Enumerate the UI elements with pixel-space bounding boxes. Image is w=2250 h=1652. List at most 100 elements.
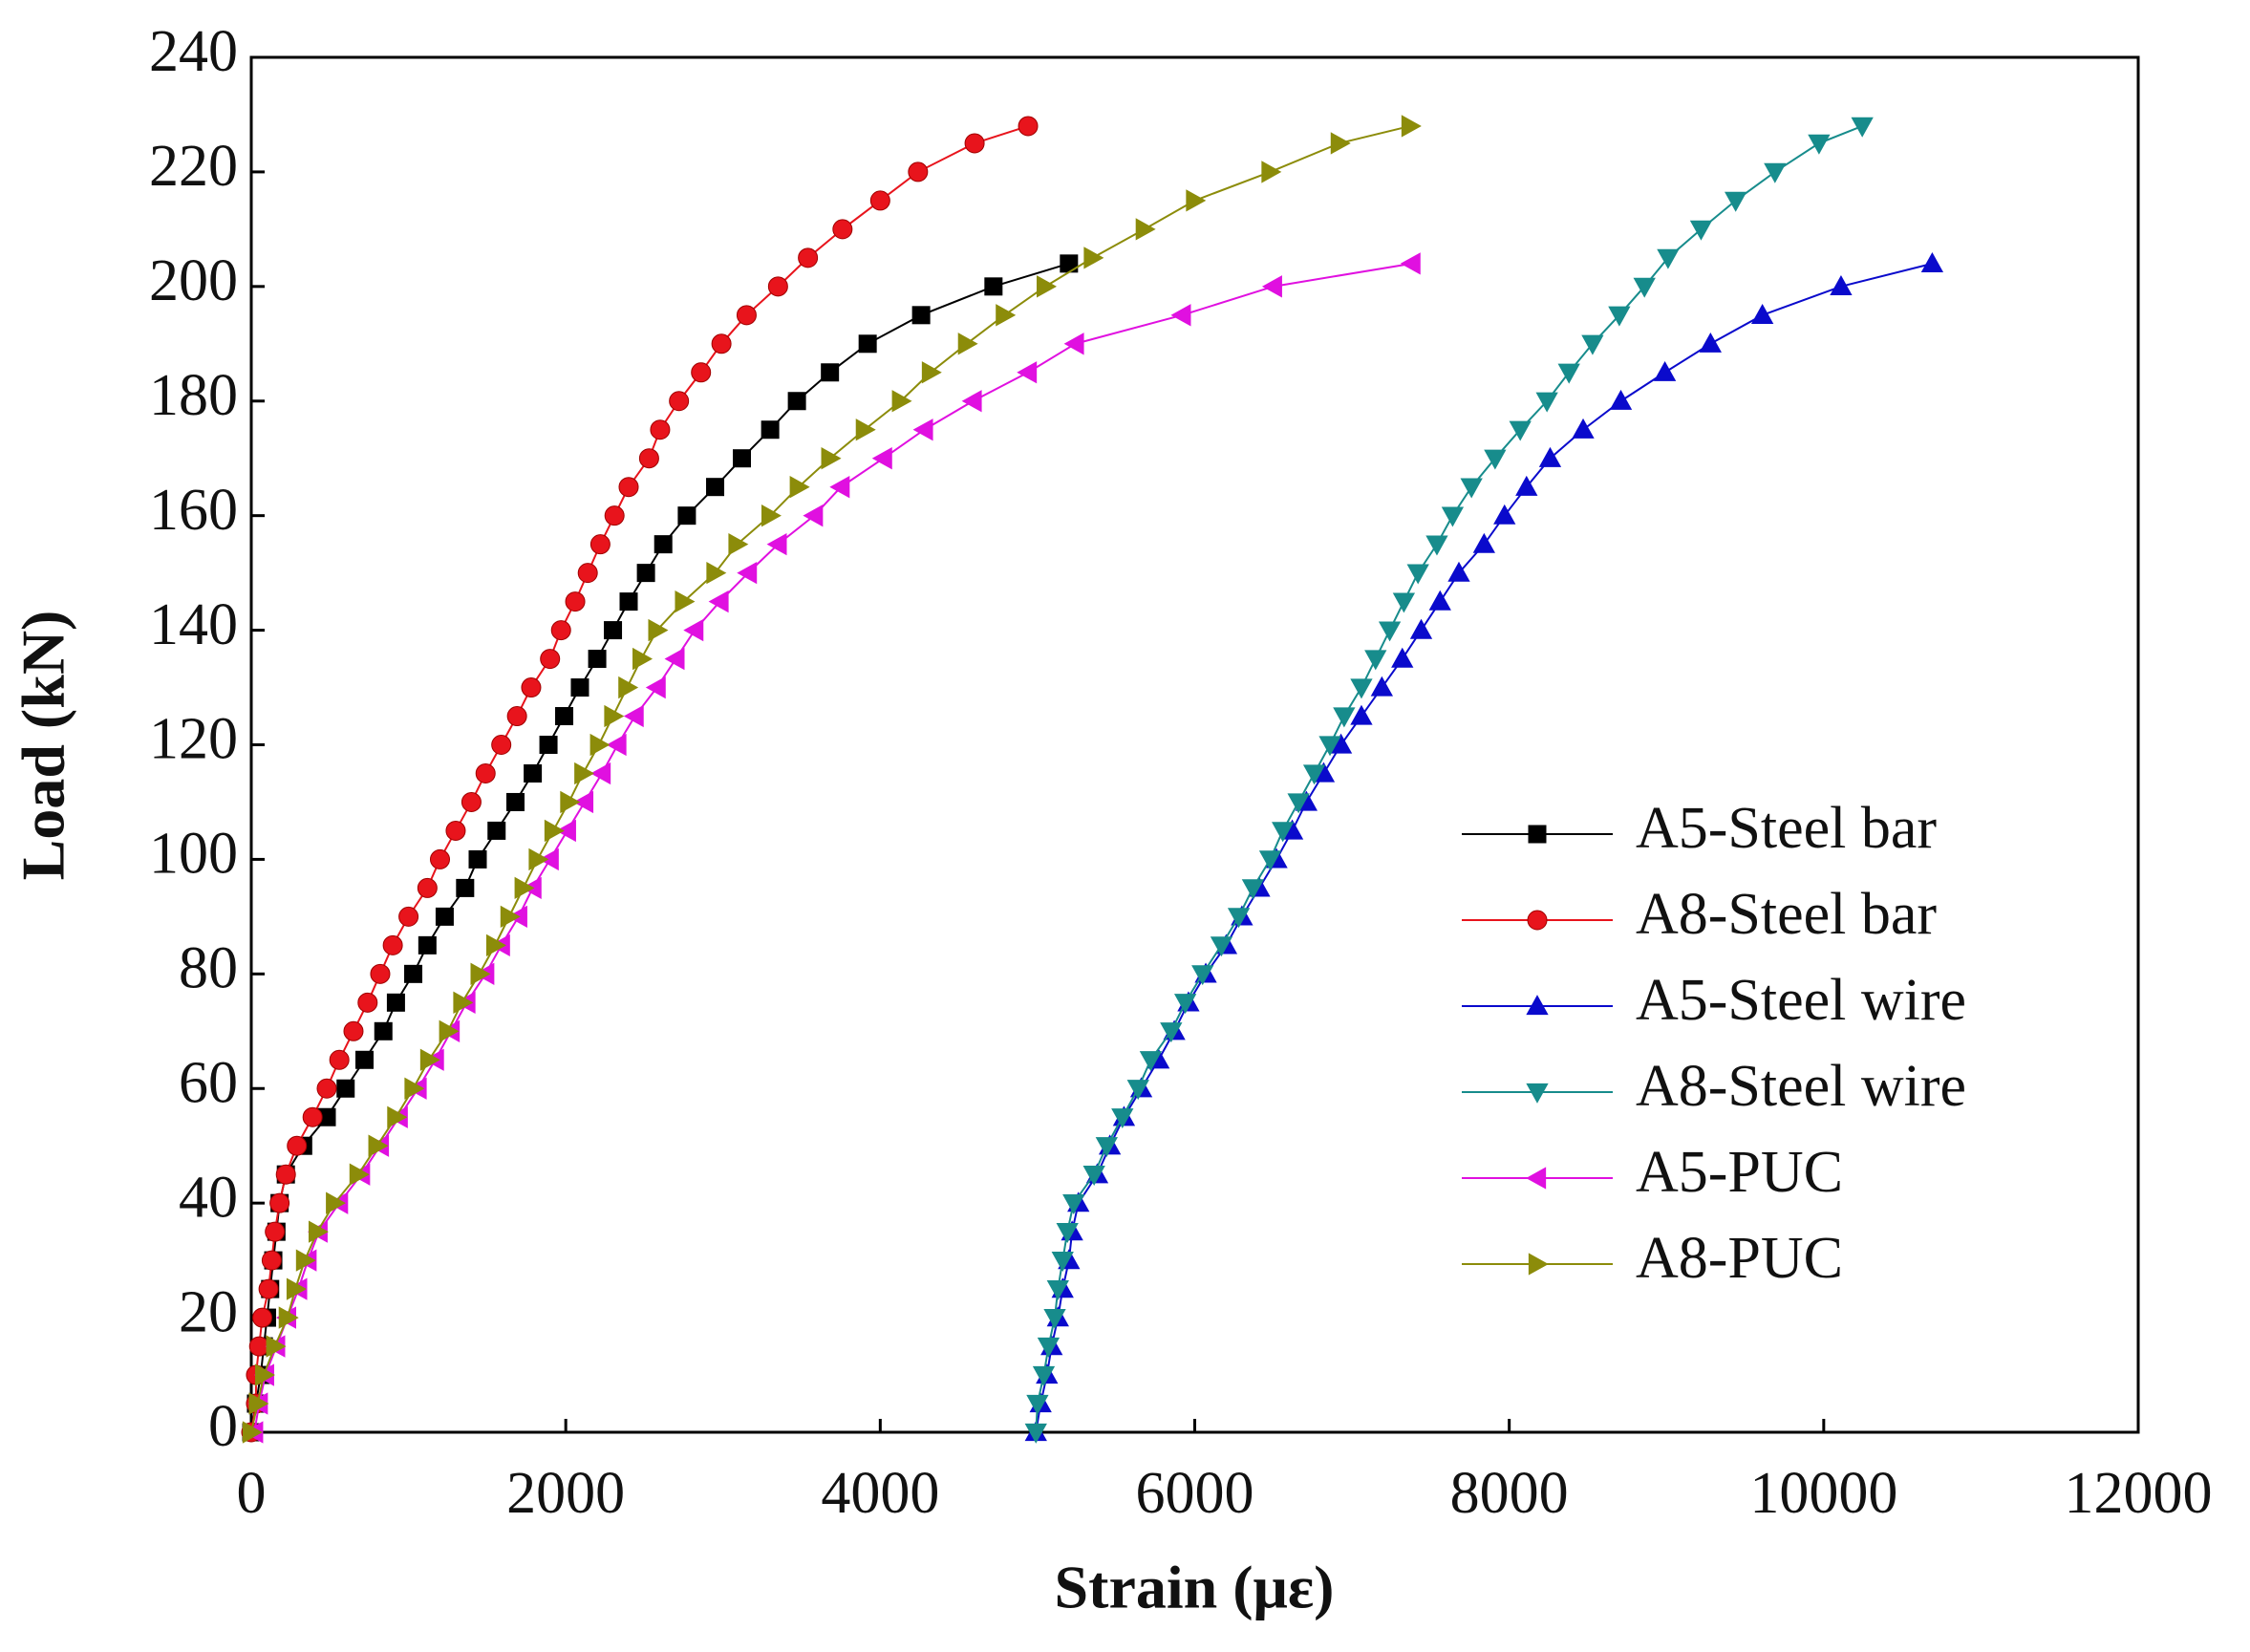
marker bbox=[439, 1019, 460, 1042]
marker bbox=[506, 706, 527, 727]
legend-marker bbox=[1526, 995, 1549, 1016]
marker bbox=[456, 878, 475, 897]
marker bbox=[1227, 908, 1251, 929]
marker bbox=[485, 933, 506, 957]
marker bbox=[1350, 678, 1373, 699]
marker bbox=[855, 418, 876, 441]
marker bbox=[329, 1049, 350, 1070]
marker bbox=[1538, 446, 1562, 467]
y-tick-label: 240 bbox=[149, 19, 238, 84]
marker bbox=[1261, 275, 1282, 298]
marker bbox=[736, 305, 757, 326]
x-tick-label: 8000 bbox=[1450, 1461, 1569, 1526]
marker bbox=[1608, 306, 1631, 327]
marker bbox=[269, 1192, 290, 1213]
marker bbox=[417, 877, 438, 898]
marker bbox=[737, 561, 758, 585]
marker bbox=[1350, 704, 1373, 725]
marker bbox=[349, 1163, 370, 1186]
marker bbox=[1210, 936, 1233, 957]
marker bbox=[961, 390, 982, 413]
marker bbox=[650, 419, 671, 440]
marker bbox=[252, 1307, 273, 1328]
marker bbox=[258, 1278, 279, 1299]
marker bbox=[308, 1220, 329, 1243]
marker bbox=[619, 592, 638, 611]
marker bbox=[911, 306, 931, 325]
x-tick-label: 0 bbox=[237, 1461, 267, 1526]
marker bbox=[387, 1105, 408, 1128]
marker bbox=[912, 418, 933, 441]
marker bbox=[590, 762, 611, 785]
x-tick-label: 6000 bbox=[1136, 1461, 1254, 1526]
legend-text: A5-Steel bar bbox=[1636, 796, 1937, 861]
marker bbox=[1043, 1308, 1066, 1329]
marker bbox=[1135, 218, 1156, 241]
marker bbox=[404, 1077, 425, 1100]
marker bbox=[1026, 1394, 1049, 1415]
marker bbox=[1557, 363, 1580, 384]
marker bbox=[544, 819, 565, 843]
marker bbox=[1493, 504, 1516, 525]
marker bbox=[1241, 879, 1265, 900]
marker bbox=[445, 820, 466, 841]
marker bbox=[1581, 334, 1604, 355]
marker bbox=[669, 391, 690, 412]
marker bbox=[606, 733, 627, 757]
y-tick-label: 120 bbox=[149, 707, 238, 772]
marker bbox=[1472, 532, 1495, 553]
marker bbox=[766, 532, 787, 556]
marker bbox=[803, 504, 824, 527]
marker bbox=[1657, 248, 1680, 269]
marker bbox=[984, 277, 1003, 296]
marker bbox=[374, 1021, 393, 1041]
marker bbox=[706, 478, 725, 497]
marker bbox=[798, 247, 819, 268]
marker bbox=[521, 677, 542, 698]
marker bbox=[287, 1135, 308, 1156]
legend-marker bbox=[1528, 825, 1547, 844]
marker bbox=[1851, 117, 1874, 138]
legend-marker bbox=[1526, 1167, 1547, 1190]
marker bbox=[316, 1078, 337, 1099]
marker bbox=[514, 876, 535, 900]
marker bbox=[1032, 1365, 1056, 1386]
marker bbox=[1370, 676, 1394, 697]
marker bbox=[1258, 850, 1282, 871]
marker bbox=[524, 763, 543, 783]
marker bbox=[1095, 1137, 1118, 1158]
series-line bbox=[250, 124, 1029, 1433]
marker bbox=[706, 561, 727, 585]
marker bbox=[1330, 132, 1351, 155]
plot-frame bbox=[249, 55, 2140, 1434]
marker bbox=[1139, 1051, 1163, 1072]
y-tick-label: 180 bbox=[149, 363, 238, 428]
marker bbox=[1186, 189, 1207, 212]
x-axis-title: Strain (με) bbox=[1055, 1554, 1335, 1621]
marker bbox=[1406, 564, 1429, 585]
marker bbox=[618, 676, 639, 699]
marker bbox=[382, 934, 403, 955]
marker bbox=[539, 736, 558, 754]
marker bbox=[821, 363, 840, 382]
marker bbox=[957, 333, 978, 355]
marker bbox=[654, 535, 673, 554]
marker bbox=[618, 477, 639, 498]
marker bbox=[677, 506, 696, 526]
marker bbox=[1441, 506, 1465, 527]
marker bbox=[1515, 475, 1538, 496]
marker bbox=[355, 1050, 374, 1069]
marker bbox=[398, 906, 419, 927]
marker bbox=[871, 447, 892, 470]
marker bbox=[869, 190, 890, 211]
marker bbox=[528, 847, 549, 871]
marker bbox=[1063, 333, 1084, 355]
marker bbox=[1318, 736, 1341, 757]
marker bbox=[1425, 535, 1448, 556]
marker bbox=[1018, 116, 1039, 137]
marker bbox=[475, 762, 496, 783]
marker bbox=[675, 590, 696, 613]
marker bbox=[500, 905, 521, 929]
marker bbox=[632, 647, 653, 671]
